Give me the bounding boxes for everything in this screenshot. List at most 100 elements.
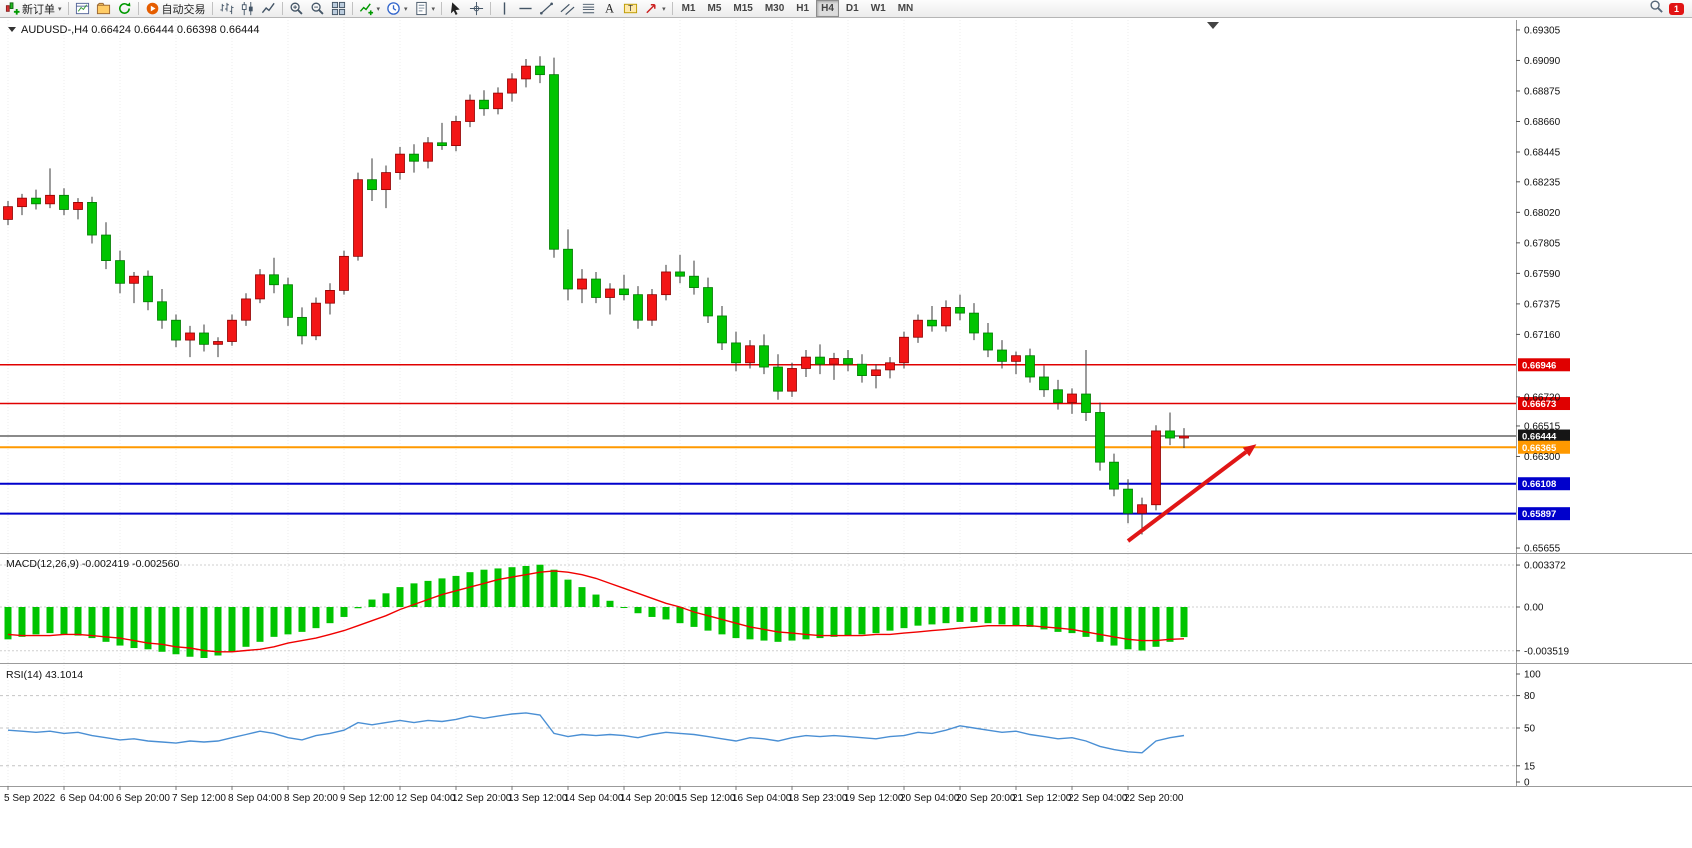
toolbar-button-label: 自动交易: [161, 3, 206, 16]
rsi-pane: 100 80 50 15 0: [0, 670, 1541, 789]
search-button[interactable]: [1649, 0, 1664, 19]
toolbar-separator: [351, 2, 353, 15]
arrows-icon: [646, 4, 656, 14]
macd-signal-line: [7, 570, 1185, 653]
timeframe-m30[interactable]: M30: [764, 3, 785, 14]
zoom-out-button[interactable]: [307, 0, 328, 18]
rsi-tick-label: 15: [1524, 761, 1536, 772]
trendline-icon: [540, 2, 554, 15]
date-label: 9 Sep 12:00: [340, 793, 394, 804]
chart-window-icon: [75, 2, 89, 15]
price-tag-label: 0.66444: [1522, 432, 1557, 443]
symbol-collapse-icon[interactable]: [8, 27, 16, 32]
timeframe-w1[interactable]: W1: [870, 3, 886, 14]
crosshair-icon: [470, 1, 484, 16]
crosshair-button[interactable]: [466, 0, 487, 18]
timeframe-h1[interactable]: H1: [796, 3, 810, 14]
price-tag: [1518, 358, 1570, 372]
price-tick-label: 0.68235: [1524, 177, 1561, 188]
date-label: 15 Sep 12:00: [676, 793, 736, 804]
text-button[interactable]: A: [599, 0, 620, 18]
price-tick-label: 0.67590: [1524, 269, 1561, 280]
candle-chart-icon: [241, 1, 253, 16]
zoom-out-icon: [311, 2, 324, 15]
date-label: 20 Sep 20:00: [956, 793, 1016, 804]
tile-windows-button[interactable]: [328, 0, 349, 18]
macd-tick-label: -0.003519: [1524, 646, 1569, 657]
arrows-button[interactable]: ▾: [641, 0, 669, 18]
indicators-button[interactable]: ▾: [356, 0, 384, 18]
timeframe-mn[interactable]: MN: [897, 3, 914, 14]
rsi-tick-label: 80: [1524, 691, 1536, 702]
price-tag-label: 0.66946: [1522, 360, 1556, 371]
date-label: 6 Sep 04:00: [60, 793, 114, 804]
timeframe-d1[interactable]: D1: [845, 3, 859, 14]
autotrade-button[interactable]: 自动交易: [142, 0, 209, 18]
periods-button[interactable]: ▾: [383, 0, 411, 18]
zoom-in-button[interactable]: [286, 0, 307, 18]
macd-pane: 0.003372 0.00 -0.003519: [0, 561, 1569, 658]
trend-arrow-head: [1242, 444, 1257, 457]
new-order-button[interactable]: 新订单 ▾: [2, 0, 65, 18]
price-tick-label: 0.69305: [1524, 25, 1561, 36]
fibonacci-button[interactable]: [578, 0, 599, 18]
date-label: 22 Sep 04:00: [1068, 793, 1128, 804]
bar-chart-icon: [219, 2, 234, 15]
rsi-tick-label: 0: [1524, 778, 1530, 789]
price-tag-label: 0.66108: [1522, 479, 1556, 490]
timeframe-m1[interactable]: M1: [681, 3, 696, 14]
indicators-icon: [359, 3, 373, 16]
rsi-label: RSI(14) 43.1014: [6, 669, 83, 681]
symbol-ohlc-label: AUDUSD-,H4 0.66424 0.66444 0.66398 0.664…: [21, 24, 260, 36]
toolbar: 新订单 ▾ 自动交易 ▾ ▾ ▾ A T ▾ M1 M5 M15 M30 H1 H4 D1 W1 MN 1: [0, 0, 1692, 18]
date-label: 13 Sep 12:00: [508, 793, 568, 804]
rsi-line: [7, 712, 1185, 754]
toolbar-separator: [490, 2, 492, 15]
price-tick-label: 0.68660: [1524, 117, 1561, 128]
date-label: 18 Sep 23:00: [788, 793, 848, 804]
macd-label: MACD(12,26,9) -0.002419 -0.002560: [6, 558, 180, 570]
macd-tick-label: 0.003372: [1524, 561, 1566, 572]
timeframe-m5[interactable]: M5: [707, 3, 722, 14]
date-label: 5 Sep 2022: [4, 793, 56, 804]
profiles-button[interactable]: [93, 0, 114, 18]
price-tick-label: 0.66515: [1524, 421, 1561, 432]
price-tick-label: 0.68020: [1524, 208, 1561, 219]
periods-icon: [387, 2, 400, 15]
timeframe-m15[interactable]: M15: [733, 3, 753, 14]
rsi-tick-label: 50: [1524, 724, 1536, 735]
text-label-button[interactable]: T: [620, 0, 641, 18]
toolbar-separator: [441, 2, 443, 15]
dropdown-caret-icon: ▾: [431, 5, 436, 13]
equidistant-channel-button[interactable]: [557, 0, 578, 18]
chart-window-button[interactable]: [72, 0, 93, 18]
price-tag: [1518, 477, 1570, 491]
price-tick-label: 0.67160: [1524, 330, 1561, 341]
trendline-button[interactable]: [536, 0, 557, 18]
notification-badge[interactable]: 1: [1668, 2, 1684, 15]
date-label: 22 Sep 20:00: [1124, 793, 1184, 804]
templates-button[interactable]: ▾: [411, 0, 439, 18]
price-tag: [1518, 397, 1570, 411]
timeframe-h4[interactable]: H4: [816, 0, 839, 17]
candle-chart-button[interactable]: [237, 0, 258, 18]
toolbar-separator: [211, 2, 213, 15]
date-label: 12 Sep 20:00: [452, 793, 512, 804]
price-tag-label: 0.66673: [1522, 399, 1556, 410]
trend-arrow[interactable]: [1126, 450, 1248, 543]
cursor-button[interactable]: [445, 0, 466, 18]
vertical-line-button[interactable]: [494, 0, 515, 18]
bar-chart-button[interactable]: [216, 0, 237, 18]
search-icon: [1650, 0, 1663, 13]
date-label: 20 Sep 04:00: [900, 793, 960, 804]
annotations[interactable]: [1126, 22, 1257, 543]
line-chart-button[interactable]: [258, 0, 279, 18]
horizontal-line-button[interactable]: [515, 0, 536, 18]
refresh-button[interactable]: [114, 0, 135, 18]
svg-text:A: A: [605, 2, 614, 16]
pane-borders: [0, 20, 1692, 787]
axes: 5 Sep 2022 6 Sep 04:00 6 Sep 20:00 7 Sep 12…: [4, 25, 1561, 804]
